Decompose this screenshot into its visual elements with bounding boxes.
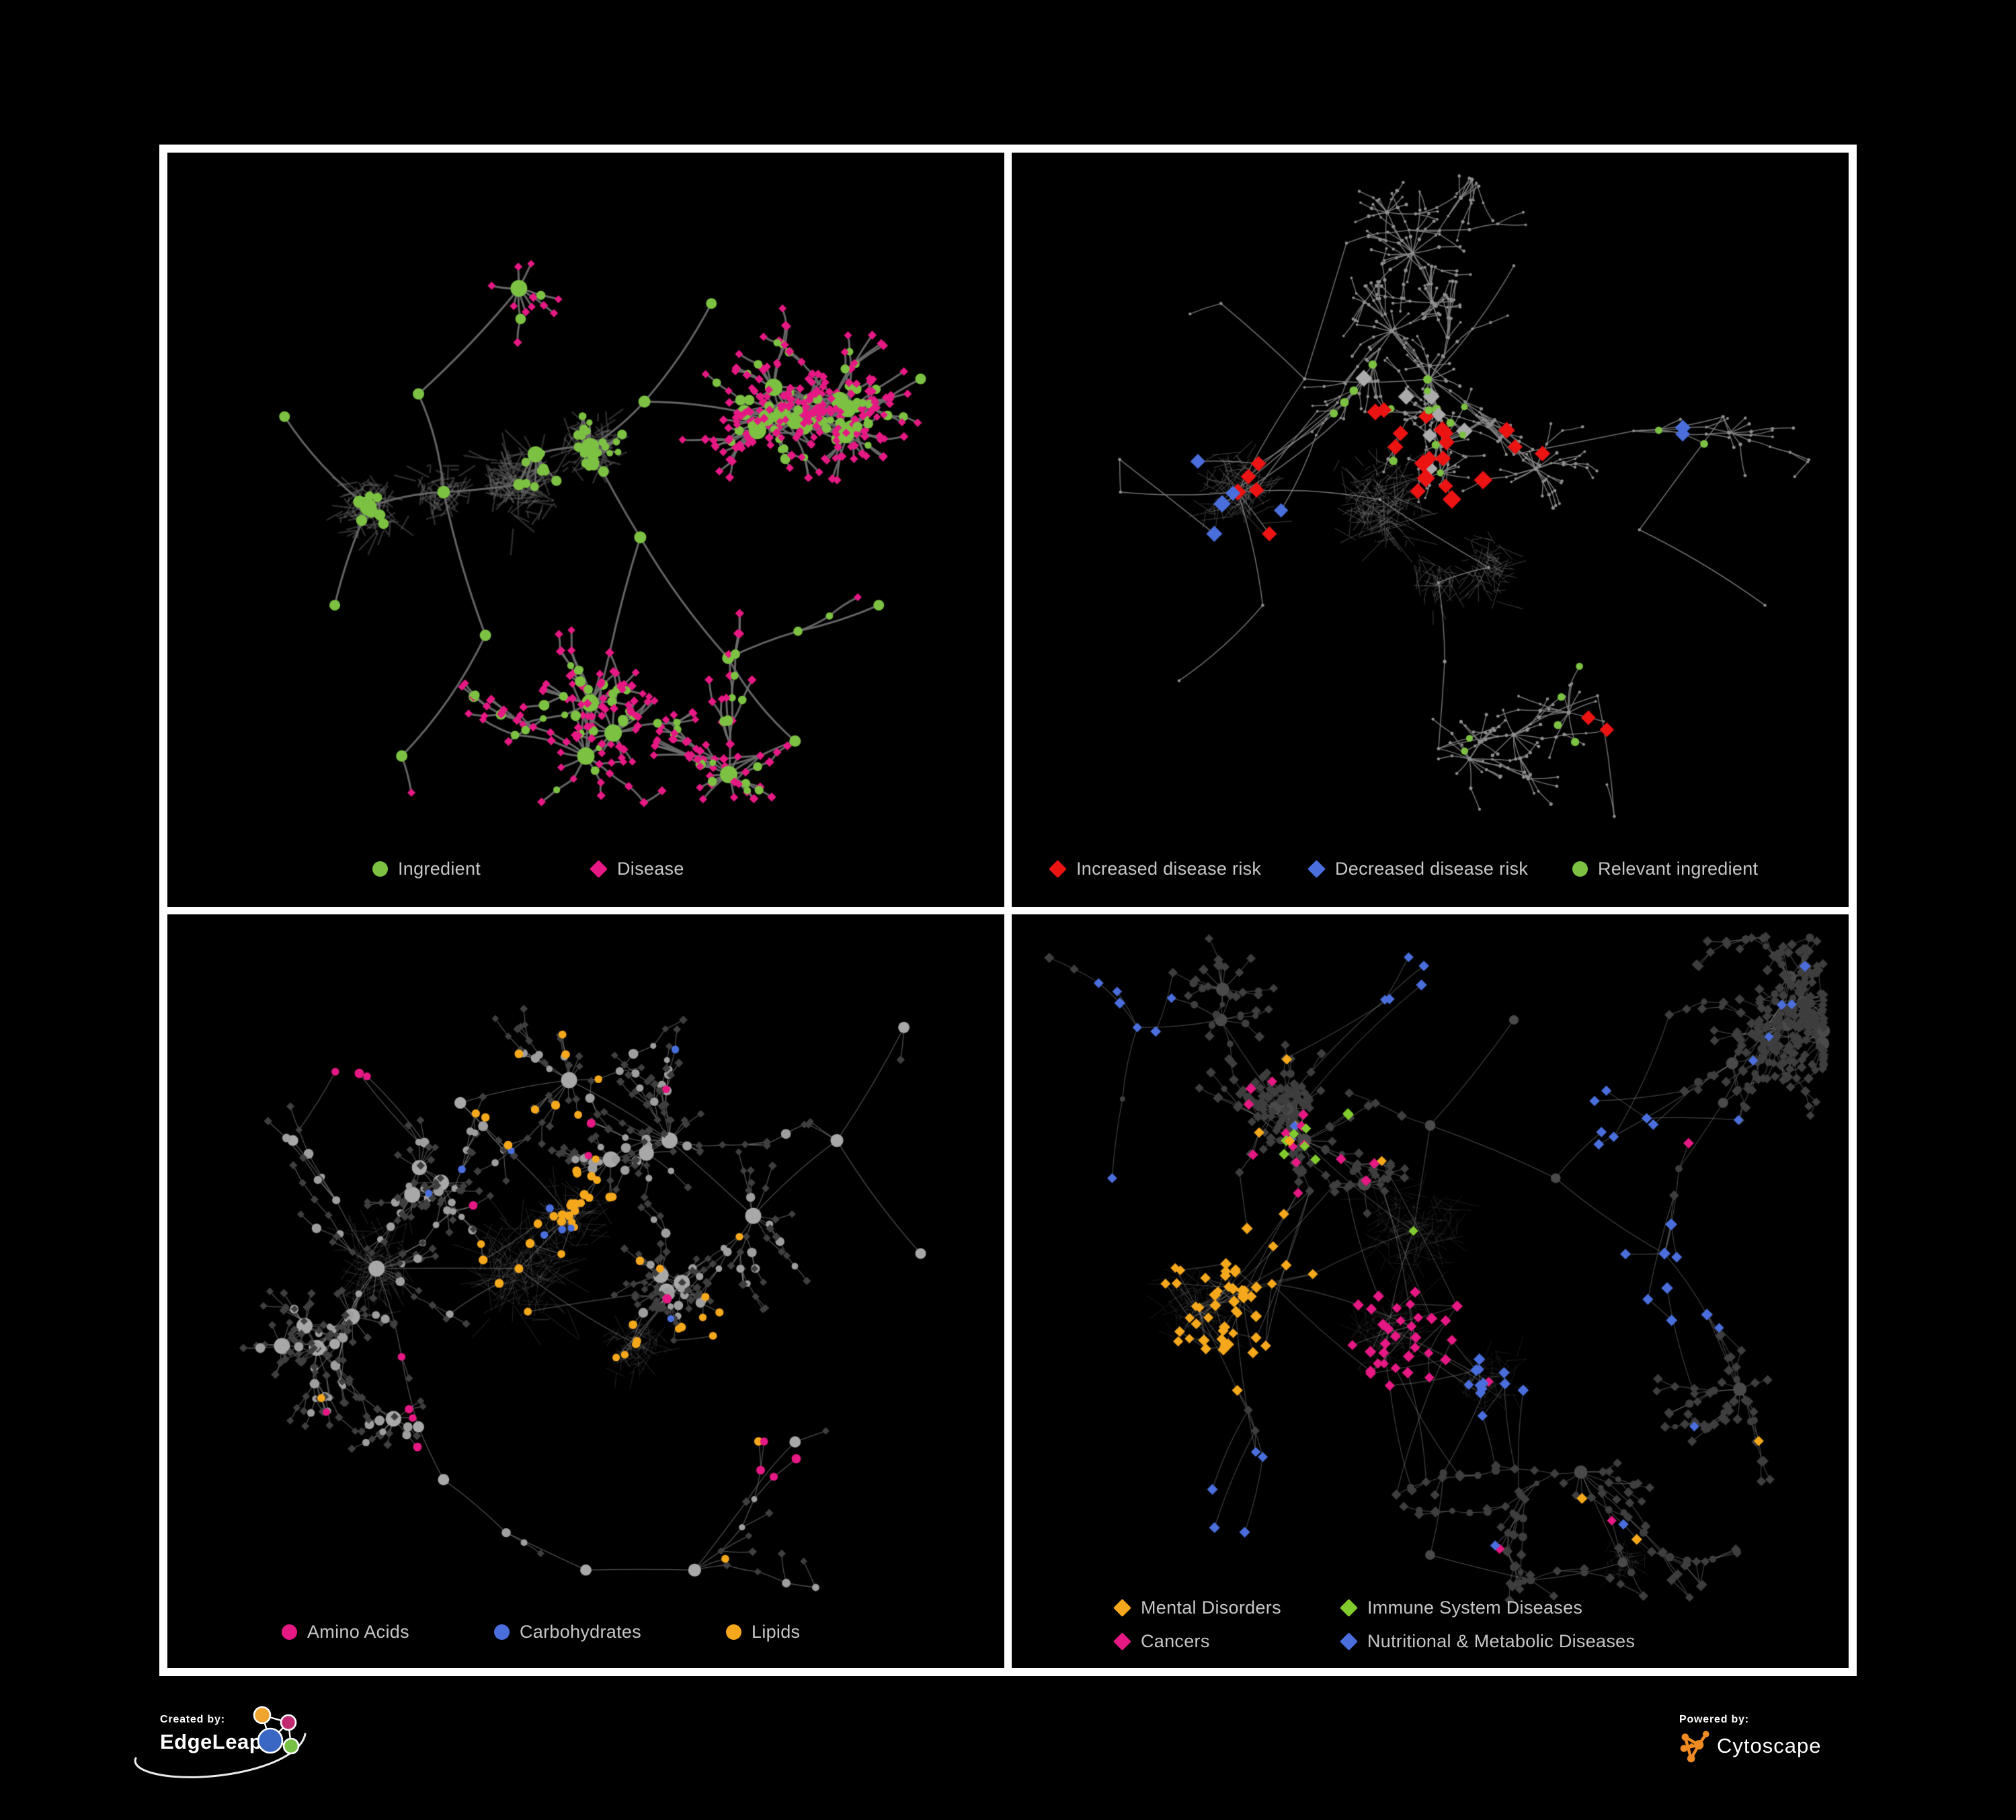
edgeleap-attribution: Created by: EdgeLeap bbox=[134, 1706, 456, 1808]
legend-item-relevant-ingredient: Relevant ingredient bbox=[1572, 857, 1758, 880]
edgeleap-wordmark: EdgeLeap bbox=[160, 1730, 263, 1753]
ingredient-marker-icon bbox=[372, 861, 388, 877]
legend-label: Relevant ingredient bbox=[1598, 858, 1759, 879]
legend-label: Amino Acids bbox=[307, 1622, 409, 1642]
legend-label: Nutritional & Metabolic Diseases bbox=[1367, 1631, 1636, 1651]
legend-item-lipids: Lipids bbox=[726, 1621, 800, 1644]
amino-acids-marker-icon bbox=[282, 1624, 297, 1640]
legend-label: Carbohydrates bbox=[520, 1622, 641, 1642]
relevant-ingredient-marker-icon bbox=[1572, 861, 1588, 877]
cytoscape-attribution: Powered by: Cytoscape bbox=[1679, 1714, 1894, 1794]
legend-item-ingredient: Ingredient bbox=[372, 857, 481, 880]
legend-item-carbohydrates: Carbohydrates bbox=[494, 1621, 641, 1644]
legend-label: Decreased disease risk bbox=[1335, 858, 1529, 879]
legend-label: Increased disease risk bbox=[1076, 858, 1262, 879]
legend-label: Disease bbox=[617, 858, 684, 879]
legend-item-nutritional-metabolic: Nutritional & Metabolic Diseases bbox=[1340, 1630, 1635, 1653]
immune-diseases-marker-icon bbox=[1340, 1599, 1358, 1617]
legend-item-amino-acids: Amino Acids bbox=[282, 1621, 409, 1644]
panel-disease-risk: Increased disease risk Decreased disease… bbox=[1012, 153, 1849, 907]
increased-risk-marker-icon bbox=[1049, 859, 1067, 878]
edgeleap-logo-icon bbox=[253, 1706, 300, 1755]
powered-by-label: Powered by: bbox=[1679, 1714, 1749, 1725]
legend-label: Immune System Diseases bbox=[1367, 1597, 1583, 1618]
panel-nutrient-class: Amino Acids Carbohydrates Lipids bbox=[167, 914, 1004, 1668]
legend-item-cancers: Cancers bbox=[1113, 1630, 1210, 1653]
nutritional-metabolic-marker-icon bbox=[1340, 1632, 1358, 1651]
legend-label: Cancers bbox=[1141, 1631, 1210, 1651]
disease-risk-network-canvas bbox=[1012, 153, 1849, 907]
legend-label: Lipids bbox=[752, 1622, 801, 1642]
mental-disorders-marker-icon bbox=[1113, 1599, 1131, 1617]
decreased-risk-marker-icon bbox=[1307, 859, 1326, 878]
panel-ingredient-disease: Ingredient Disease bbox=[167, 153, 1004, 907]
nutrient-class-network-canvas bbox=[167, 914, 1004, 1668]
legend-label: Ingredient bbox=[398, 858, 481, 879]
legend-item-disease: Disease bbox=[590, 857, 684, 880]
cytoscape-wordmark: Cytoscape bbox=[1717, 1734, 1822, 1757]
created-by-label: Created by: bbox=[160, 1714, 225, 1725]
disease-category-network-canvas bbox=[1012, 914, 1849, 1668]
network-grid: Ingredient Disease Increased disease ris… bbox=[159, 145, 1857, 1676]
ingredient-disease-network-canvas bbox=[167, 153, 1004, 907]
disease-marker-icon bbox=[590, 859, 608, 878]
lipids-marker-icon bbox=[726, 1624, 741, 1640]
panel-disease-category: Mental Disorders Immune System Diseases … bbox=[1012, 914, 1849, 1668]
legend-item-increased-risk: Increased disease risk bbox=[1049, 857, 1261, 880]
cancers-marker-icon bbox=[1113, 1632, 1131, 1651]
carbohydrates-marker-icon bbox=[494, 1624, 510, 1640]
cytoscape-logo-icon bbox=[1680, 1731, 1709, 1763]
legend-item-decreased-risk: Decreased disease risk bbox=[1307, 857, 1529, 880]
legend-item-immune-diseases: Immune System Diseases bbox=[1340, 1597, 1582, 1620]
legend-label: Mental Disorders bbox=[1141, 1597, 1281, 1618]
legend-item-mental-disorders: Mental Disorders bbox=[1113, 1597, 1281, 1620]
